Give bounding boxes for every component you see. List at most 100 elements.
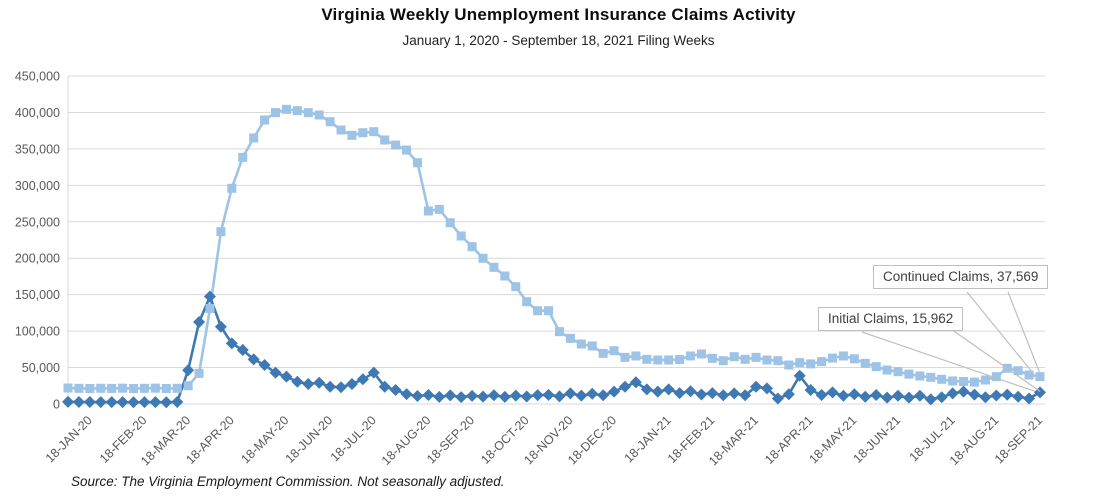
continued-claims-marker [718, 356, 728, 366]
initial-claims-marker [706, 387, 719, 400]
continued-claims-marker [96, 383, 106, 393]
continued-claims-marker [653, 355, 663, 365]
continued-claims-marker [227, 183, 237, 193]
continued-claims-marker [609, 346, 619, 356]
continued-claims-marker [347, 130, 357, 140]
initial-claims-marker [225, 337, 238, 350]
initial-claims-marker [804, 384, 817, 397]
y-tick-label: 400,000 [15, 106, 60, 120]
initial-claims-marker [957, 385, 970, 398]
continued-claims-marker [423, 206, 433, 216]
continued-claims-marker [686, 351, 696, 361]
initial-claims-marker [793, 369, 806, 382]
x-tick-label: 18-JAN-20 [43, 413, 95, 465]
continued-claims-marker [249, 133, 259, 143]
continued-claims-marker [696, 349, 706, 359]
continued-claims-marker [74, 383, 84, 393]
initial-claims-marker [684, 385, 697, 398]
continued-claims-marker [620, 352, 630, 362]
initial-claims-marker [487, 389, 500, 402]
initial-claims-marker [913, 389, 926, 402]
initial-claims-marker [651, 385, 664, 398]
continued-claims-marker [412, 158, 422, 168]
continued-claims-marker [1024, 370, 1034, 380]
initial-claims-marker [444, 389, 457, 402]
initial-claims-marker [946, 387, 959, 400]
initial-claims-marker [728, 387, 741, 400]
initial-claims-marker [324, 380, 337, 393]
continued-claims-marker [1013, 366, 1023, 376]
initial-claims-marker [160, 396, 173, 409]
initial-claims-marker [455, 391, 468, 404]
continued-claims-marker [391, 140, 401, 150]
initial-claims-callout: Initial Claims, 15,962 [818, 307, 964, 331]
x-tick-label: 18-SEP-21 [992, 413, 1045, 466]
initial-claims-marker [94, 396, 107, 409]
initial-claims-marker [291, 375, 304, 388]
initial-claims-marker [258, 359, 271, 372]
initial-claims-marker [739, 389, 752, 402]
continued-claims-marker [795, 358, 805, 368]
initial-claims-marker [597, 389, 610, 402]
continued-claims-marker [904, 369, 914, 379]
initial-claims-marker [247, 353, 260, 366]
continued-claims-marker [762, 355, 772, 365]
continued-claims-marker [63, 383, 73, 393]
continued-claims-marker [500, 271, 510, 281]
initial-claims-marker [618, 380, 631, 393]
initial-claims-marker [782, 388, 795, 401]
callout-leader-line [1007, 291, 1041, 374]
initial-claims-marker [280, 370, 293, 383]
continued-claims-marker [554, 327, 564, 337]
x-tick-label: 18-MAY-21 [806, 413, 859, 466]
initial-claims-marker [870, 389, 883, 402]
initial-claims-marker [1023, 392, 1036, 405]
continued-claims-marker [522, 297, 532, 307]
initial-claims-marker [116, 396, 129, 409]
initial-claims-marker [902, 391, 915, 404]
continued-claims-marker [336, 125, 346, 135]
continued-claims-marker [183, 381, 193, 391]
continued-claims-line [67, 108, 1041, 390]
continued-claims-marker [292, 106, 302, 116]
initial-claims-marker [149, 396, 162, 409]
continued-claims-marker [402, 145, 412, 155]
continued-claims-marker [325, 117, 335, 127]
continued-claims-marker [980, 375, 990, 385]
initial-claims-marker [760, 382, 773, 395]
initial-claims-marker [356, 373, 369, 386]
continued-claims-marker [533, 306, 543, 316]
continued-claims-marker [511, 282, 521, 292]
initial-claims-marker [62, 395, 74, 408]
continued-claims-marker [806, 359, 816, 369]
callout-leader-line [966, 291, 1036, 376]
initial-claims-marker [531, 389, 544, 402]
initial-claims-marker [269, 366, 282, 379]
continued-claims-marker [937, 374, 947, 384]
initial-claims-marker [771, 392, 784, 405]
continued-claims-marker [150, 383, 160, 393]
initial-claims-marker [127, 396, 140, 409]
continued-claims-marker [871, 362, 881, 372]
initial-claims-marker [586, 387, 599, 400]
initial-claims-marker [662, 383, 675, 396]
initial-claims-marker [520, 390, 533, 403]
continued-claims-marker [85, 383, 95, 393]
continued-claims-marker [161, 383, 171, 393]
initial-claims-marker [859, 390, 872, 403]
continued-claims-marker [544, 306, 554, 316]
initial-claims-marker [367, 366, 380, 379]
continued-claims-marker [991, 372, 1001, 382]
initial-claims-marker [171, 396, 184, 409]
chart-title: Virginia Weekly Unemployment Insurance C… [321, 5, 796, 24]
x-tick-label: 18-JUL-20 [328, 413, 379, 464]
chart-subtitle: January 1, 2020 - September 18, 2021 Fil… [402, 33, 715, 48]
continued-claims-marker [664, 355, 674, 365]
continued-claims-marker [675, 355, 685, 365]
initial-claims-marker [182, 364, 195, 377]
initial-claims-marker [968, 388, 981, 401]
continued-claims-marker [271, 108, 281, 118]
initial-claims-marker [695, 388, 708, 401]
initial-claims-marker [629, 376, 642, 389]
